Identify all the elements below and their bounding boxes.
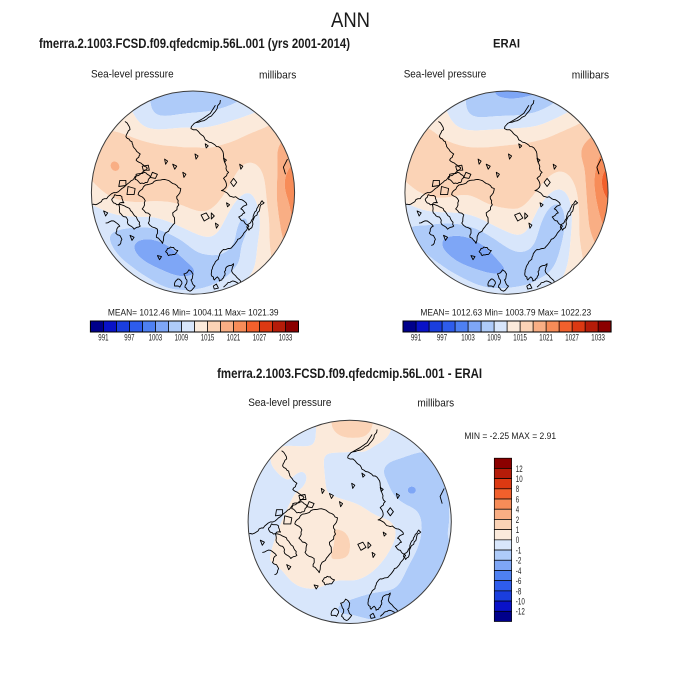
svg-text:2: 2 xyxy=(516,515,519,526)
svg-text:Sea-level pressure: Sea-level pressure xyxy=(91,69,174,81)
svg-text:991: 991 xyxy=(98,333,108,344)
svg-text:1009: 1009 xyxy=(487,333,501,344)
svg-text:1015: 1015 xyxy=(513,333,527,344)
svg-text:1021: 1021 xyxy=(539,333,553,344)
svg-text:1033: 1033 xyxy=(279,333,293,344)
svg-text:millibars: millibars xyxy=(259,70,297,82)
svg-text:-12: -12 xyxy=(516,607,525,618)
svg-text:fmerra.2.1003.FCSD.f09.qfedcmi: fmerra.2.1003.FCSD.f09.qfedcmip.56L.001 … xyxy=(39,36,350,51)
svg-text:12: 12 xyxy=(516,464,523,475)
svg-text:1015: 1015 xyxy=(201,333,215,344)
svg-text:-1: -1 xyxy=(516,546,522,557)
svg-text:millibars: millibars xyxy=(417,398,454,410)
svg-text:1033: 1033 xyxy=(591,333,605,344)
svg-text:ANN: ANN xyxy=(331,9,370,32)
svg-text:1027: 1027 xyxy=(253,333,267,344)
svg-text:ERAI: ERAI xyxy=(493,37,520,51)
svg-text:MIN = -2.25 MAX = 2.91: MIN = -2.25 MAX = 2.91 xyxy=(464,431,556,441)
svg-text:-8: -8 xyxy=(516,586,522,597)
svg-text:MEAN= 1012.46 Min= 1004.11 M: MEAN= 1012.46 Min= 1004.11 Max= 1021.39 xyxy=(108,307,279,318)
svg-text:millibars: millibars xyxy=(572,70,610,82)
svg-text:1021: 1021 xyxy=(227,333,241,344)
svg-text:-10: -10 xyxy=(516,597,525,608)
svg-text:-4: -4 xyxy=(516,566,522,577)
svg-text:Sea-level pressure: Sea-level pressure xyxy=(404,69,487,81)
svg-text:1003: 1003 xyxy=(461,333,475,344)
svg-text:MEAN= 1012.63 Min= 1003.79 M: MEAN= 1012.63 Min= 1003.79 Max= 1022.23 xyxy=(420,307,591,318)
svg-text:8: 8 xyxy=(516,484,519,495)
svg-text:fmerra.2.1003.FCSD.f09.qfedcmi: fmerra.2.1003.FCSD.f09.qfedcmip.56L.001 … xyxy=(217,366,482,381)
svg-text:1027: 1027 xyxy=(565,333,579,344)
svg-text:4: 4 xyxy=(516,505,519,516)
svg-text:6: 6 xyxy=(516,494,519,505)
svg-text:1009: 1009 xyxy=(175,333,189,344)
svg-text:1: 1 xyxy=(516,525,519,536)
svg-text:997: 997 xyxy=(437,333,447,344)
svg-text:997: 997 xyxy=(124,333,134,344)
svg-text:Sea-level pressure: Sea-level pressure xyxy=(248,397,331,409)
svg-text:1003: 1003 xyxy=(149,333,163,344)
svg-text:0: 0 xyxy=(516,535,519,546)
svg-text:-2: -2 xyxy=(516,556,522,567)
svg-text:10: 10 xyxy=(516,474,523,485)
svg-text:-6: -6 xyxy=(516,576,522,587)
svg-text:991: 991 xyxy=(411,333,421,344)
